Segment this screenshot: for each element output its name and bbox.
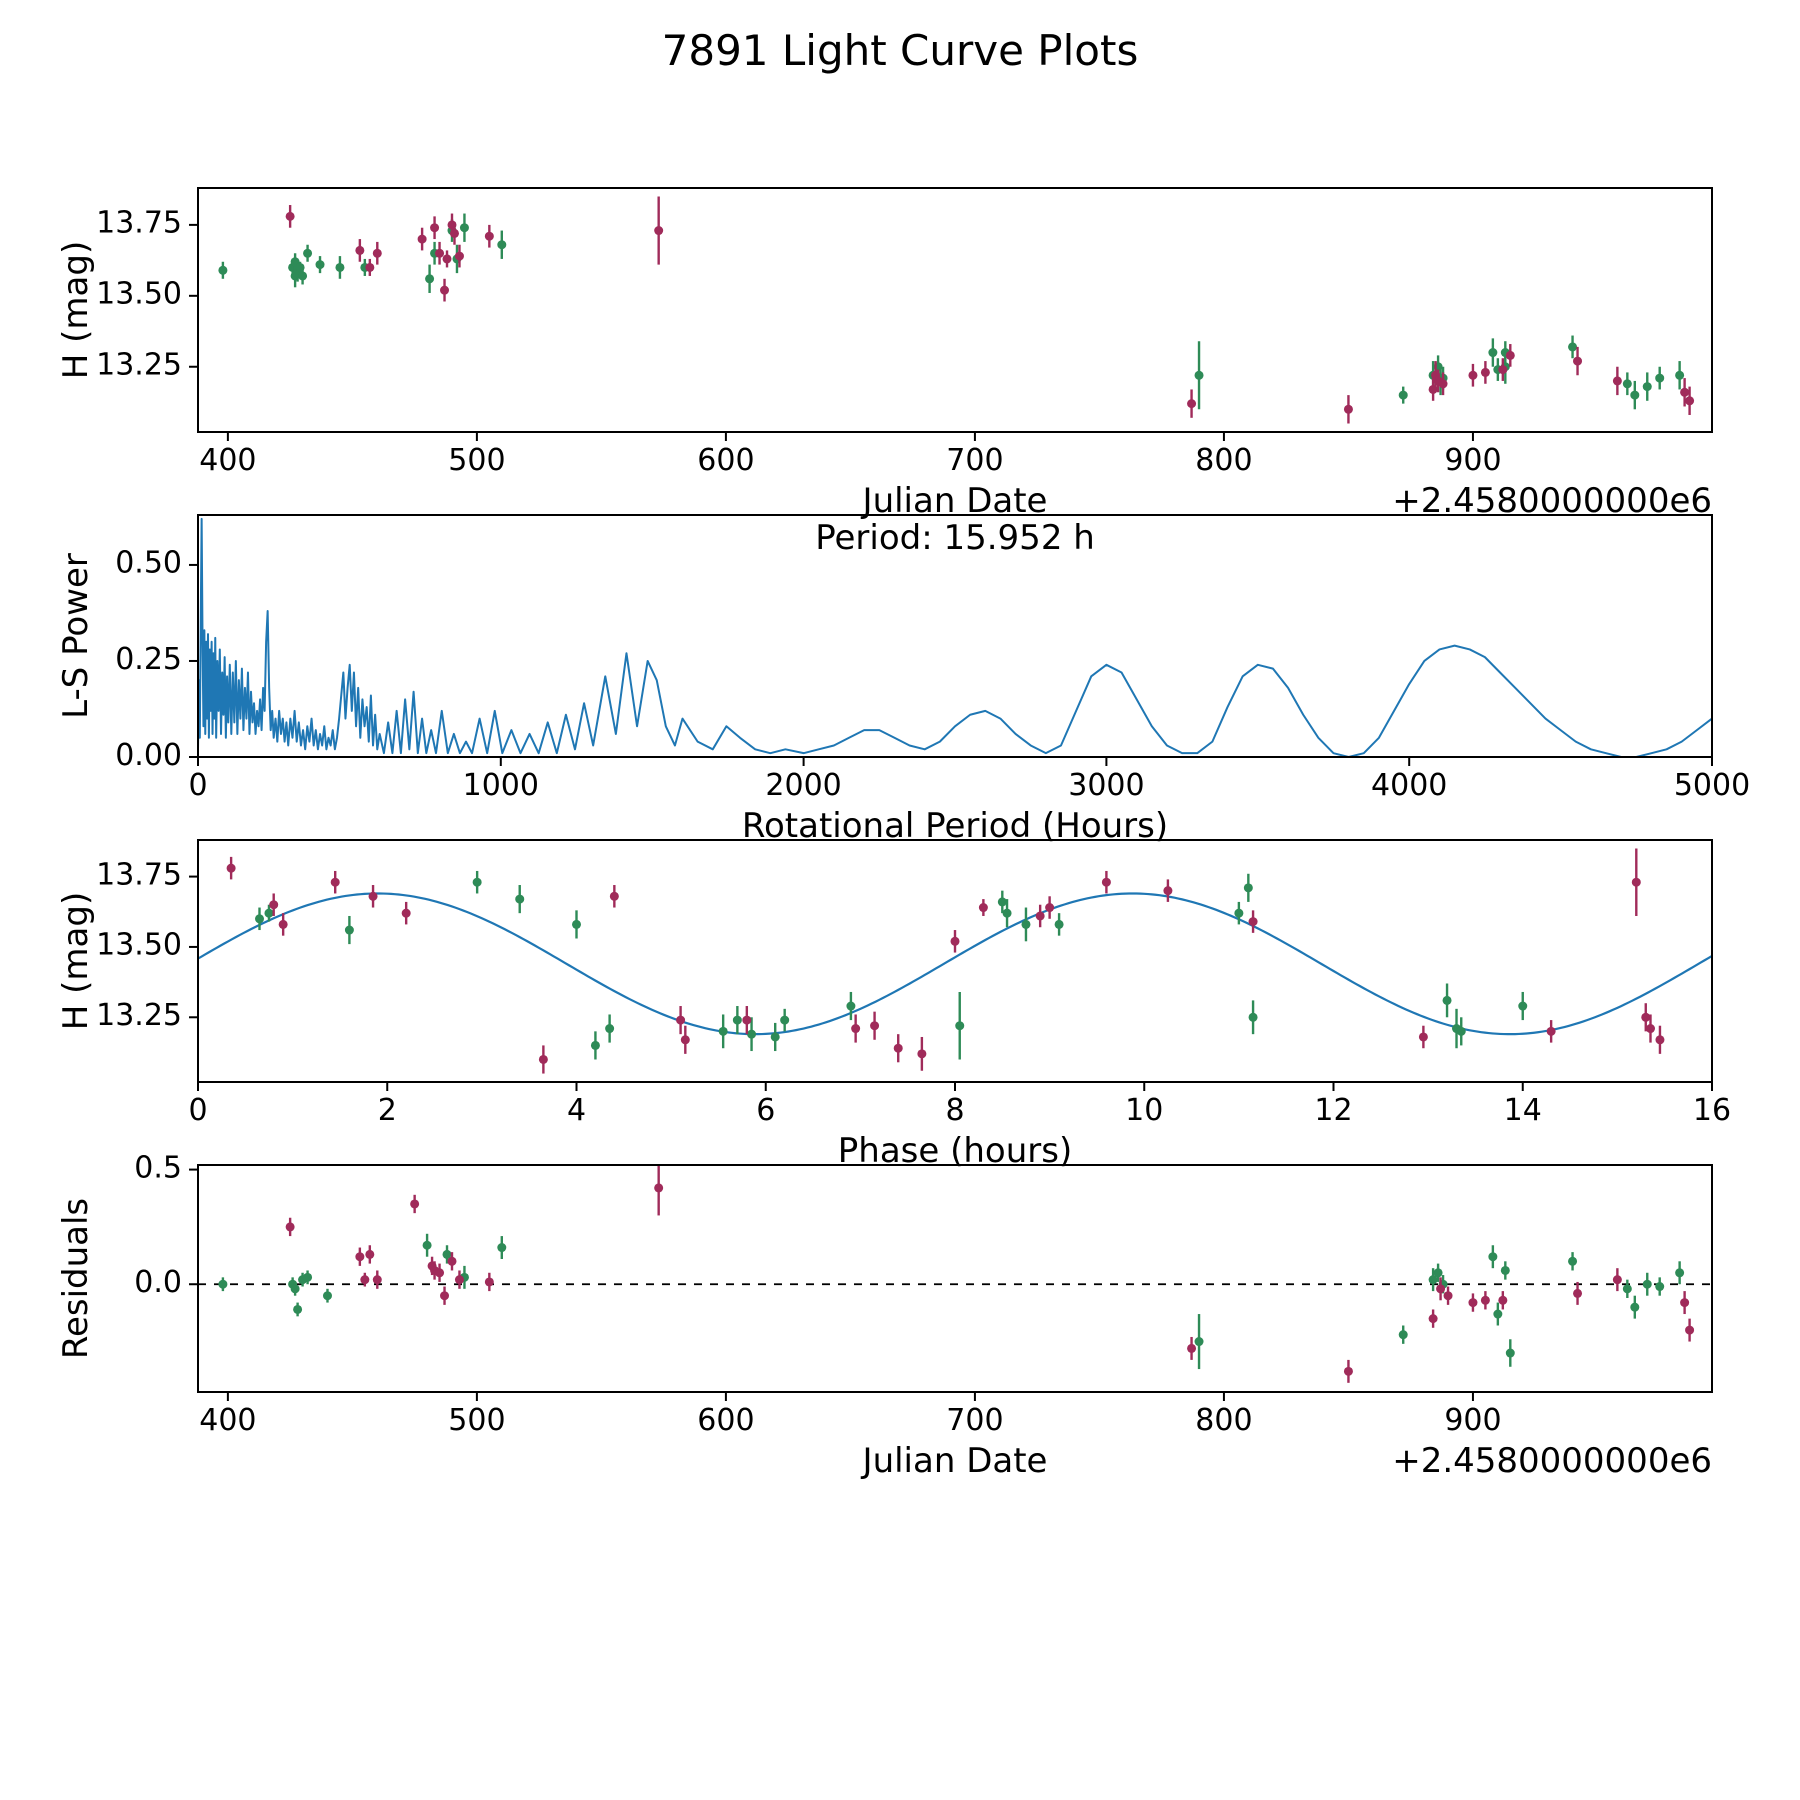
figure-title: 7891 Light Curve Plots <box>661 26 1139 75</box>
